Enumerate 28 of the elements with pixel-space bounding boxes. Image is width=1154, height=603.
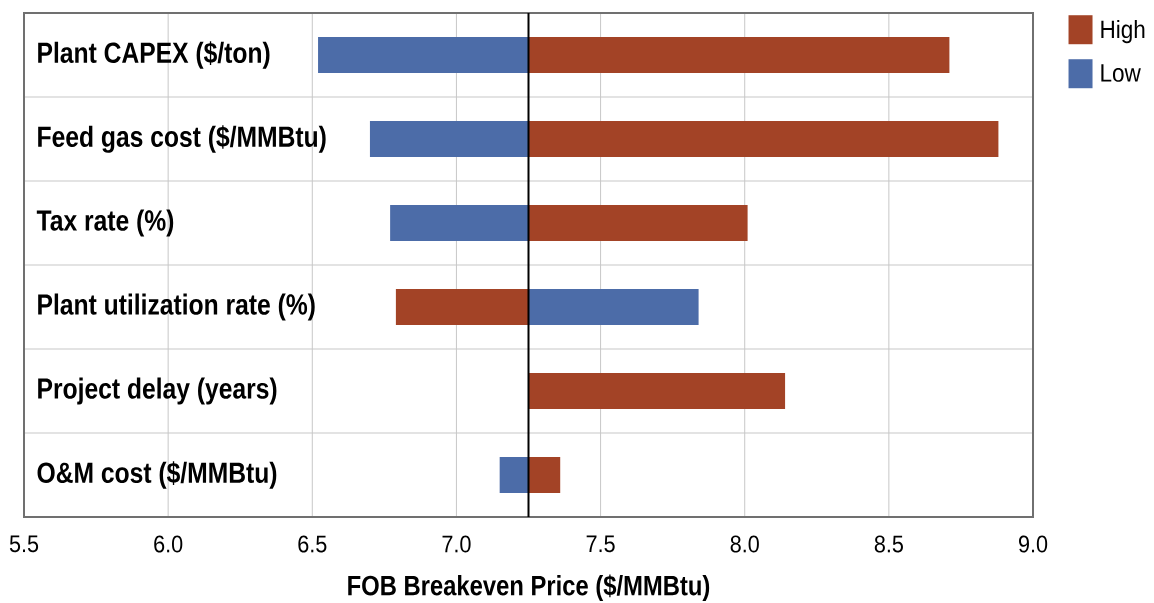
x-tick-label: 8.0	[730, 535, 759, 553]
y-tick-label: Tax rate (%)	[36, 209, 174, 237]
x-tick-label: 8.5	[874, 535, 903, 553]
bar	[390, 204, 529, 242]
legend-label: Low	[1101, 64, 1141, 82]
bar	[318, 36, 529, 74]
bar	[528, 288, 699, 326]
bar	[499, 456, 529, 494]
x-tick-label: 7.0	[442, 535, 471, 553]
y-tick-label: Plant utilization rate (%)	[38, 293, 315, 321]
bar	[528, 36, 950, 74]
bar	[528, 456, 561, 494]
y-tick-label: Project delay (years)	[38, 377, 277, 405]
legend-label: High	[1101, 19, 1145, 44]
y-tick-label: Plant CAPEX ($/ton)	[38, 41, 270, 69]
y-tick-label: Feed gas cost ($/MMBtu)	[38, 125, 326, 153]
bar	[528, 120, 999, 158]
x-axis-title: FOB Breakeven Price ($/MMBtu)	[348, 574, 710, 601]
bar	[395, 288, 529, 326]
x-tick-label: 7.5	[586, 535, 615, 553]
x-tick-label: 6.0	[154, 535, 183, 553]
bar	[369, 120, 529, 158]
bar	[528, 372, 786, 410]
x-tick-label: 9.0	[1019, 535, 1048, 553]
bar	[528, 204, 748, 242]
x-tick-label: 6.5	[298, 535, 327, 553]
x-tick-label: 5.5	[9, 535, 39, 553]
y-tick-label: O&M cost ($/MMBtu)	[37, 461, 277, 489]
